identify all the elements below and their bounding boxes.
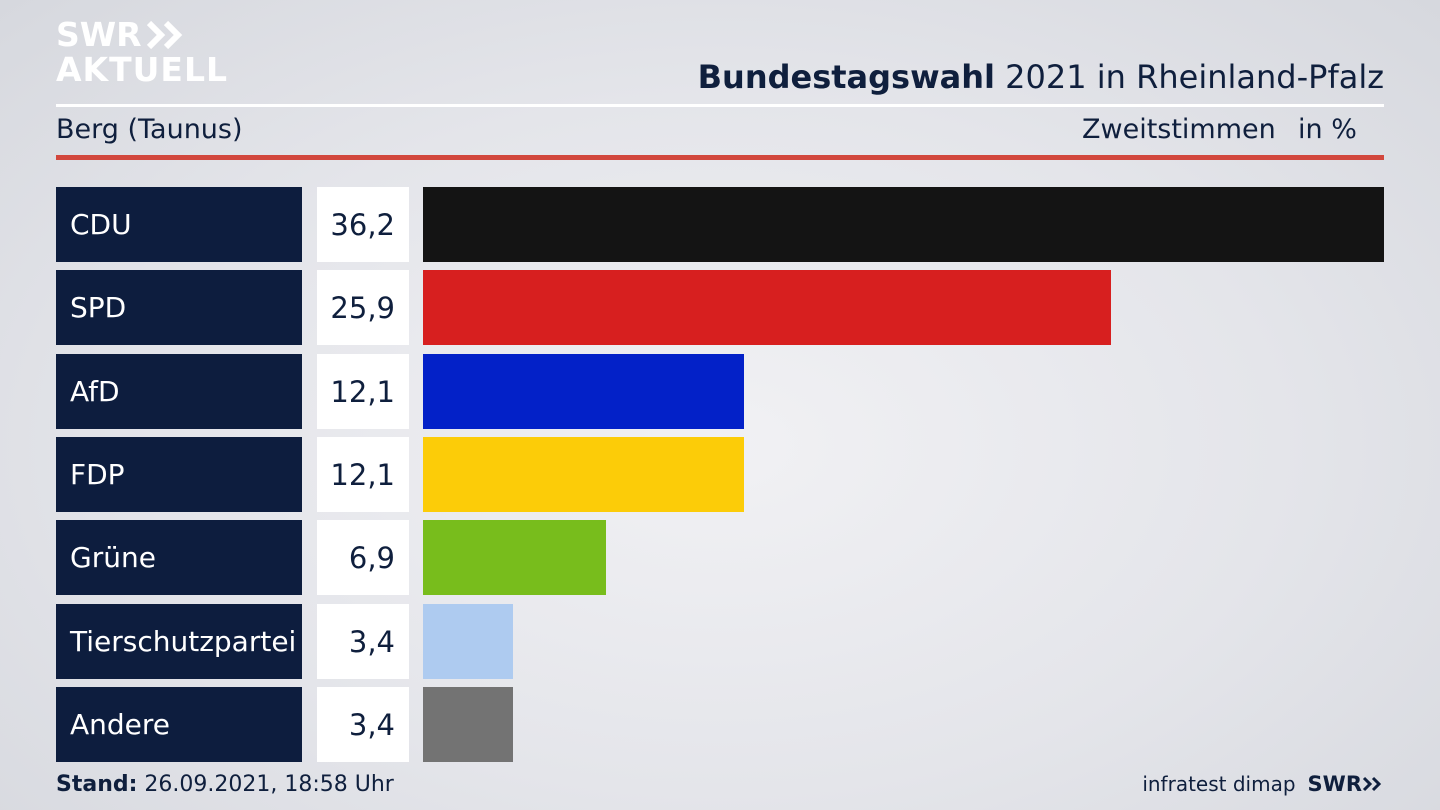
swr-aktuell-logo: SWR AKTUELL: [56, 16, 228, 90]
party-label-spd: SPD: [56, 270, 302, 345]
party-label-fdp: FDP: [56, 437, 302, 512]
footer-swr-logo: SWR: [1308, 772, 1384, 796]
value-label-cdu: 36,2: [317, 187, 409, 262]
unit-label: in %: [1298, 114, 1357, 145]
bar-gr-ne: [423, 520, 606, 595]
stand-value: 26.09.2021, 18:58 Uhr: [144, 772, 394, 797]
double-chevron-icon: [146, 20, 182, 49]
party-label-andere: Andere: [56, 687, 302, 762]
value-label-fdp: 12,1: [317, 437, 409, 512]
party-label-cdu: CDU: [56, 187, 302, 262]
party-label-tierschutzpartei: Tierschutzpartei: [56, 604, 302, 679]
bar-cdu: [423, 187, 1384, 262]
metric-label: Zweitstimmen: [1082, 114, 1276, 145]
accent-divider: [56, 155, 1384, 160]
bar-afd: [423, 354, 744, 429]
bar-andere: [423, 687, 513, 762]
source-label: infratest dimap: [1142, 772, 1296, 796]
logo-aktuell-text: AKTUELL: [56, 50, 229, 89]
stand-label: Stand:: [56, 772, 138, 797]
page-title: Bundestagswahl 2021 in Rheinland-Pfalz: [698, 58, 1384, 96]
value-label-afd: 12,1: [317, 354, 409, 429]
region-subtitle: Berg (Taunus): [56, 114, 243, 145]
party-label-afd: AfD: [56, 354, 302, 429]
footer-swr-text: SWR: [1307, 772, 1362, 796]
value-label-spd: 25,9: [317, 270, 409, 345]
bar-tierschutzpartei: [423, 604, 513, 679]
footer-chevron-icon: [1362, 776, 1382, 792]
bar-fdp: [423, 437, 744, 512]
title-rest: 2021 in Rheinland-Pfalz: [1005, 58, 1384, 96]
title-bold: Bundestagswahl: [697, 58, 995, 96]
footer-source: infratest dimap SWR: [1142, 772, 1384, 796]
value-label-andere: 3,4: [317, 687, 409, 762]
footer-stand: Stand: 26.09.2021, 18:58 Uhr: [56, 772, 394, 797]
bar-spd: [423, 270, 1111, 345]
logo-swr-text: SWR: [56, 15, 142, 54]
value-label-tierschutzpartei: 3,4: [317, 604, 409, 679]
header-divider: [56, 104, 1384, 107]
party-label-gr-ne: Grüne: [56, 520, 302, 595]
value-label-gr-ne: 6,9: [317, 520, 409, 595]
